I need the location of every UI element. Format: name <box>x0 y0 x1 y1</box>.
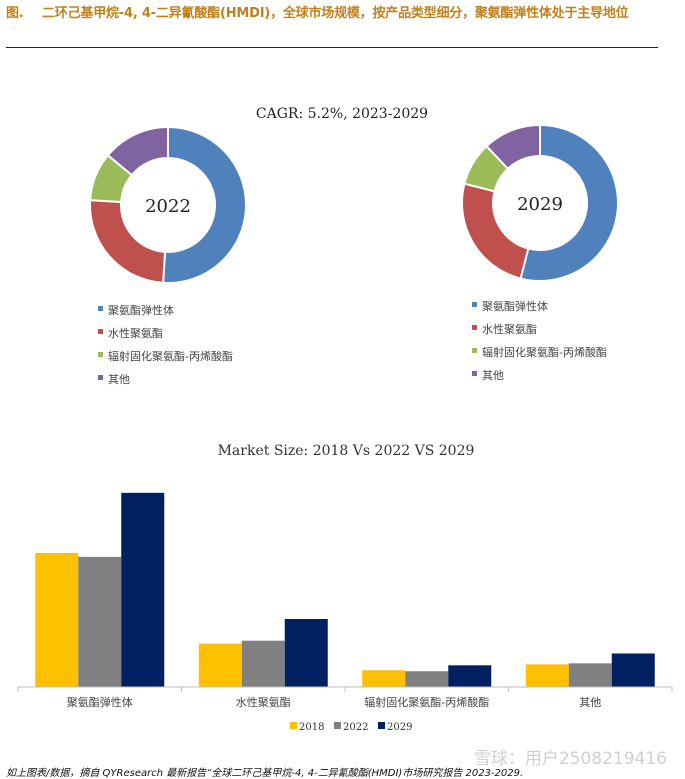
donut-2-slice-0 <box>519 123 619 282</box>
bar-2029-1 <box>284 618 328 687</box>
donut-1-legend-swatch-0 <box>98 306 103 311</box>
header-rule <box>6 47 658 48</box>
bar-legend-swatch-2029 <box>378 722 385 729</box>
donut-1-legend-swatch-3 <box>98 375 103 380</box>
donut-1-center-label: 2022 <box>145 196 191 217</box>
figure-header: 图. 二环己基甲烷-4, 4-二异氰酸酯(HMDI)，全球市场规模，按产品类型细分… <box>6 4 658 23</box>
donut-2-legend-swatch-2 <box>472 348 477 353</box>
donut-2-center-label: 2029 <box>517 194 563 215</box>
figure-title: 图. 二环己基甲烷-4, 4-二异氰酸酯(HMDI)，全球市场规模，按产品类型细分… <box>6 4 658 23</box>
bar-2029-3 <box>611 653 655 687</box>
donut-2-legend-swatch-3 <box>472 371 477 376</box>
bar-category-label-1: 水性聚氨酯 <box>236 695 291 709</box>
bar-2018-2 <box>362 670 406 687</box>
source-footnote: 如上图表/数据，摘自 QYResearch 最新报告“全球二环己基甲烷-4, 4… <box>6 768 524 779</box>
donut-2-legend-swatch-1 <box>472 325 477 330</box>
bar-2022-2 <box>405 671 449 687</box>
bar-2022-0 <box>78 556 122 687</box>
bar-2018-3 <box>525 664 569 687</box>
donut-2-slice-3 <box>485 123 541 171</box>
watermark: 雪球：用户2508219416 <box>473 749 667 769</box>
donut-2-legend-label-1: 水性聚氨酯 <box>482 322 537 336</box>
bar-category-label-3: 其他 <box>579 696 601 709</box>
figure-title-text: 二环己基甲烷-4, 4-二异氰酸酯(HMDI)，全球市场规模，按产品类型细分，聚… <box>42 6 629 21</box>
figure-label: 图. <box>6 6 24 21</box>
bar-category-label-0: 聚氨酯弹性体 <box>67 695 133 709</box>
bar-legend-swatch-2022 <box>334 722 341 729</box>
donut-2-legend-swatch-0 <box>472 302 477 307</box>
donut-1-legend-label-3: 其他 <box>108 373 130 386</box>
bar-legend-swatch-2018 <box>290 722 297 729</box>
bar-2018-1 <box>198 643 242 687</box>
donut-2-legend-label-2: 辐射固化聚氨酯-丙烯酸酯 <box>482 345 607 359</box>
bar-legend-label-2018: 2018 <box>299 722 324 733</box>
donut-title: CAGR: 5.2%, 2023-2029 <box>256 106 428 122</box>
bar-2022-3 <box>568 663 612 687</box>
bar-2029-2 <box>448 665 492 687</box>
bar-legend-label-2022: 2022 <box>343 722 368 733</box>
bar-2018-0 <box>35 552 79 687</box>
donut-2-legend-label-0: 聚氨酯弹性体 <box>482 299 548 313</box>
donut-1-slice-0 <box>162 125 247 284</box>
donut-1-slice-3 <box>106 125 169 177</box>
donut-1-legend-label-1: 水性聚氨酯 <box>108 326 163 340</box>
donut-1-legend-label-0: 聚氨酯弹性体 <box>108 303 174 317</box>
bar-category-label-2: 辐射固化聚氨酯-丙烯酸酯 <box>364 695 489 709</box>
donut-2-legend-label-3: 其他 <box>482 369 504 382</box>
bar-2029-0 <box>121 492 165 687</box>
bar-legend-label-2029: 2029 <box>387 722 412 733</box>
donut-1-legend-swatch-1 <box>98 329 103 334</box>
donut-1-legend-swatch-2 <box>98 352 103 357</box>
bar-chart-title: Market Size: 2018 Vs 2022 VS 2029 <box>218 443 475 459</box>
donut-1-legend-label-2: 辐射固化聚氨酯-丙烯酸酯 <box>108 349 233 363</box>
bar-2022-1 <box>241 640 285 687</box>
